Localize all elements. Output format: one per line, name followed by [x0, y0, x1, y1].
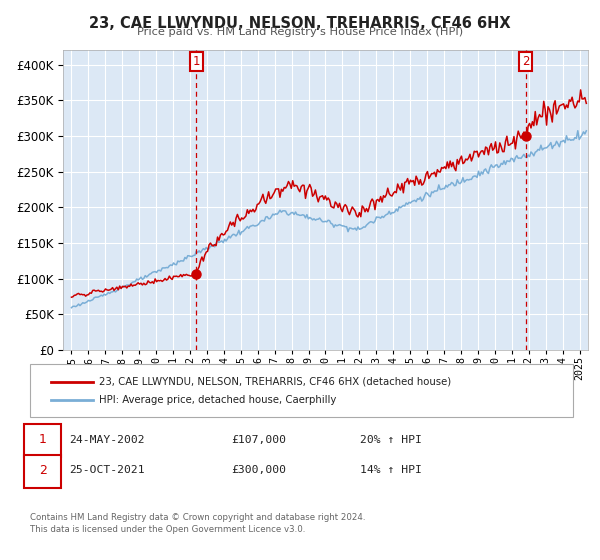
Text: 1: 1 — [193, 55, 200, 68]
Text: Price paid vs. HM Land Registry's House Price Index (HPI): Price paid vs. HM Land Registry's House … — [137, 27, 463, 37]
Text: This data is licensed under the Open Government Licence v3.0.: This data is licensed under the Open Gov… — [30, 525, 305, 534]
Text: 23, CAE LLWYNDU, NELSON, TREHARRIS, CF46 6HX (detached house): 23, CAE LLWYNDU, NELSON, TREHARRIS, CF46… — [99, 377, 451, 387]
Text: 23, CAE LLWYNDU, NELSON, TREHARRIS, CF46 6HX: 23, CAE LLWYNDU, NELSON, TREHARRIS, CF46… — [89, 16, 511, 31]
Text: 20% ↑ HPI: 20% ↑ HPI — [360, 435, 422, 445]
Text: HPI: Average price, detached house, Caerphilly: HPI: Average price, detached house, Caer… — [99, 395, 337, 405]
Text: 25-OCT-2021: 25-OCT-2021 — [69, 465, 145, 475]
Text: 2: 2 — [38, 464, 47, 477]
Text: 14% ↑ HPI: 14% ↑ HPI — [360, 465, 422, 475]
Text: 1: 1 — [38, 433, 47, 446]
Text: £300,000: £300,000 — [231, 465, 286, 475]
Text: Contains HM Land Registry data © Crown copyright and database right 2024.: Contains HM Land Registry data © Crown c… — [30, 513, 365, 522]
Text: 24-MAY-2002: 24-MAY-2002 — [69, 435, 145, 445]
Text: 2: 2 — [522, 55, 529, 68]
Text: £107,000: £107,000 — [231, 435, 286, 445]
